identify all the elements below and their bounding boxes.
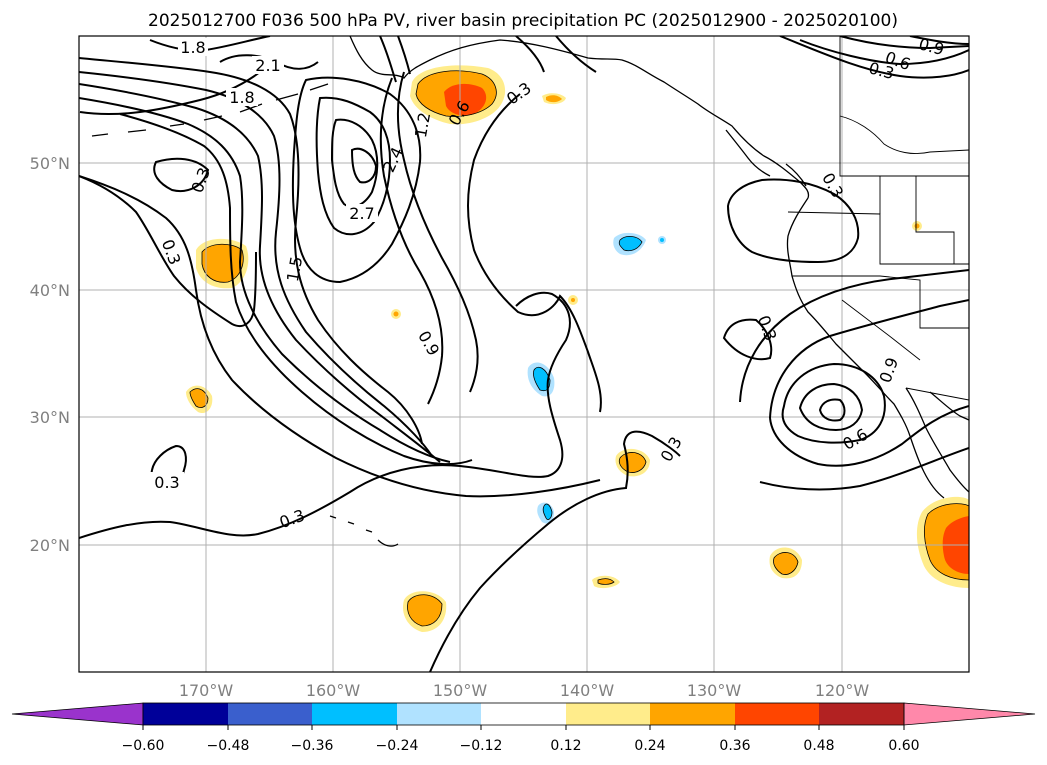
colorbar-extend-left <box>11 702 144 726</box>
coastlines <box>91 36 969 547</box>
lon-tick: 170°W <box>179 681 234 700</box>
colorbar-tick: 0.12 <box>550 738 581 754</box>
colorbar-segment <box>397 703 481 725</box>
lon-tick: 150°W <box>433 681 488 700</box>
lon-tick: 120°W <box>815 681 870 700</box>
colorbar-segment <box>566 703 650 725</box>
contour-label: 1.8 <box>180 38 205 57</box>
colorbar-segment <box>143 703 228 725</box>
lon-tick: 160°W <box>306 681 361 700</box>
colorbar-tick: 0.60 <box>888 738 919 754</box>
colorbar-tick: −0.48 <box>207 738 250 754</box>
colorbar: −0.60 −0.48 −0.36 −0.24 −0.12 0.12 0.24 … <box>11 702 1036 754</box>
lat-tick: 50°N <box>30 154 70 173</box>
lon-tick: 140°W <box>560 681 615 700</box>
colorbar-tick: −0.24 <box>376 738 419 754</box>
colorbar-segment <box>228 703 312 725</box>
lon-tick-labels: 170°W 160°W 150°W 140°W 130°W 120°W <box>179 681 870 700</box>
colorbar-segment <box>735 703 819 725</box>
contour-label: 1.2 <box>411 111 434 139</box>
contour-label: 1.5 <box>283 255 306 283</box>
contour-label: 2.7 <box>349 204 374 223</box>
colorbar-tick: −0.36 <box>291 738 334 754</box>
colorbar-segment <box>650 703 735 725</box>
contour-label: 0.3 <box>154 473 179 492</box>
colorbar-tick: 0.24 <box>634 738 665 754</box>
colorbar-tick: −0.12 <box>460 738 503 754</box>
colorbar-tick: −0.60 <box>122 738 165 754</box>
lat-tick-labels: 50°N 40°N 30°N 20°N <box>30 154 70 555</box>
plot-area: 1.8 2.1 1.8 0.3 0.3 1.5 2.7 2.4 1.2 0.6 … <box>79 34 969 672</box>
shading-outlines <box>189 70 969 627</box>
precip-negative-shading <box>527 232 666 524</box>
lat-tick: 30°N <box>30 408 70 427</box>
lat-tick: 40°N <box>30 281 70 300</box>
colorbar-segment <box>481 703 566 725</box>
lon-tick: 130°W <box>687 681 742 700</box>
contour-label: 2.1 <box>255 56 280 75</box>
plot-frame <box>78 35 970 673</box>
colorbar-segment <box>819 703 904 725</box>
borders <box>787 36 969 401</box>
colorbar-tick: 0.36 <box>719 738 750 754</box>
pv-contours <box>79 36 969 672</box>
colorbar-segment <box>312 703 397 725</box>
colorbar-extend-right <box>903 702 1036 726</box>
contour-label: 0.9 <box>917 34 947 59</box>
contour-label: 1.8 <box>229 88 254 107</box>
map-title: 2025012700 F036 500 hPa PV, river basin … <box>148 11 898 31</box>
colorbar-tick: 0.48 <box>803 738 834 754</box>
lat-tick: 20°N <box>30 536 70 555</box>
